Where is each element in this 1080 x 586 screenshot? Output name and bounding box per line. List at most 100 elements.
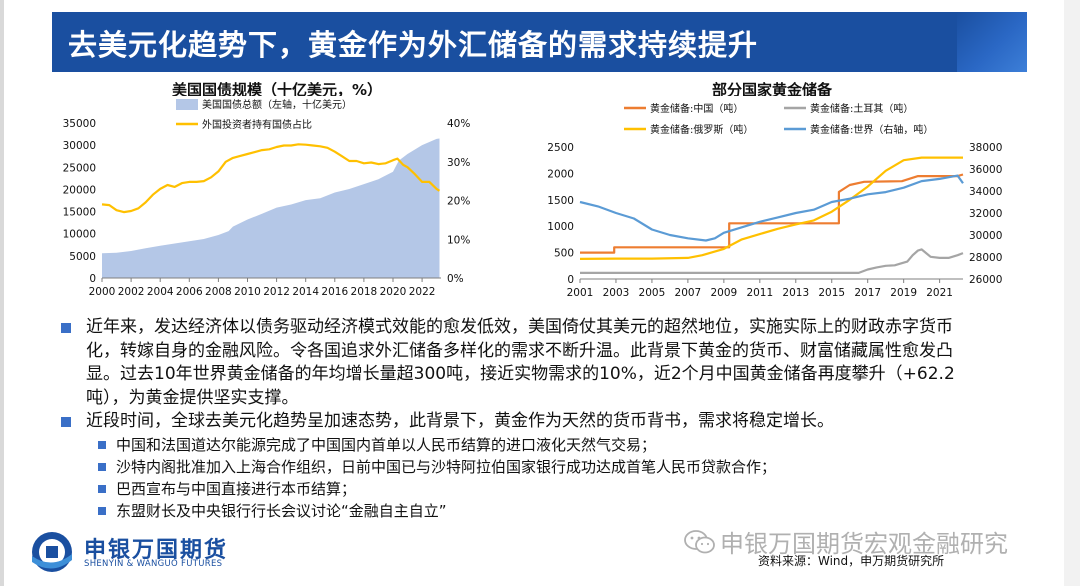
y-right-tick-label: 30000 xyxy=(969,230,1002,242)
logo-mark-icon xyxy=(32,532,72,572)
x-tick-label: 2004 xyxy=(147,286,174,298)
bullet-sub-text: 巴西宣布与中国直接进行本币结算； xyxy=(116,479,357,498)
x-tick-label: 2001 xyxy=(567,287,594,299)
right-scroll-edge xyxy=(1064,0,1080,586)
bullet-square-icon xyxy=(98,440,106,449)
y-left-tick-label: 20000 xyxy=(63,184,96,196)
bullet-list: 近年来，发达经济体以债务驱动经济模式效能的愈发低效，美国倚仗其美元的超然地位，实… xyxy=(58,316,978,522)
x-tick-label: 2021 xyxy=(926,287,953,299)
source-note: 资料来源：Wind，申万期货研究所 xyxy=(758,554,945,568)
gold-reserves-chart: 2001 2003 2005 2007 2009 2011 2013 2015 2017 2019… xyxy=(542,96,1002,311)
x-tick-label: 2003 xyxy=(603,287,630,299)
legend-label-china: 黄金储备:中国（吨） xyxy=(650,102,743,115)
logo-text-cn: 申银万国期货 xyxy=(84,538,229,563)
watermark: 申银万国期货宏观金融研究 xyxy=(684,524,1008,559)
series-line-turkey xyxy=(580,248,964,274)
slide-title: 去美元化趋势下，黄金作为外汇储备的需求持续提升 xyxy=(68,28,759,62)
logo-text-en: SHENYIN & WANGUO FUTURES xyxy=(84,559,223,569)
series-area-debt_area xyxy=(102,138,440,278)
bullet-square-icon xyxy=(98,506,106,515)
title-banner: 去美元化趋势下，黄金作为外汇储备的需求持续提升 xyxy=(52,12,1027,72)
y-left-tick-label: 30000 xyxy=(63,140,96,152)
bullet-sub-text: 中国和法国道达尔能源完成了中国国内首单以人民币结算的进口液化天然气交易； xyxy=(116,435,657,454)
x-tick-label: 2007 xyxy=(675,287,702,299)
legend-label-turkey: 黄金储备:土耳其（吨） xyxy=(810,102,913,115)
legend-label-world: 黄金储备:世界（右轴，吨） xyxy=(810,123,933,136)
x-tick-label: 2020 xyxy=(380,286,407,298)
y-right-tick-label: 10% xyxy=(447,234,470,246)
chart2-legend: 黄金储备:中国（吨） 黄金储备:土耳其（吨） 黄金储备:俄罗斯（吨） 黄金储备:… xyxy=(624,102,933,136)
wechat-icon xyxy=(684,529,715,553)
x-tick-label: 2006 xyxy=(176,286,203,298)
x-tick-label: 2002 xyxy=(118,286,145,298)
bullet-sub: 中国和法国道达尔能源完成了中国国内首单以人民币结算的进口液化天然气交易； xyxy=(58,434,978,456)
y-right-tick-label: 36000 xyxy=(969,164,1002,176)
y-left-tick-label: 500 xyxy=(554,248,574,260)
y-left-tick-label: 2500 xyxy=(547,142,574,154)
x-tick-label: 2015 xyxy=(818,287,845,299)
x-tick-label: 2009 xyxy=(710,287,737,299)
x-tick-label: 2016 xyxy=(321,286,348,298)
bullet-main-1: 近年来，发达经济体以债务驱动经济模式效能的愈发低效，美国倚仗其美元的超然地位，实… xyxy=(58,316,978,410)
series-line-foreign_share xyxy=(101,143,441,214)
y-left-tick-label: 25000 xyxy=(63,162,96,174)
y-left-tick-label: 15000 xyxy=(63,207,96,219)
x-tick-label: 2019 xyxy=(890,287,917,299)
bullet-sub: 东盟财长及中央银行行长会议讨论“金融自主自立” xyxy=(58,500,978,522)
y-left-tick-label: 10000 xyxy=(63,229,96,241)
x-tick-label: 2011 xyxy=(746,287,773,299)
y-left-tick-label: 1000 xyxy=(547,221,574,233)
y-right-tick-label: 0% xyxy=(447,273,464,285)
y-right-tick-label: 20% xyxy=(447,196,470,208)
bullet-text: 近段时间，全球去美元化趋势呈加速态势，此背景下，黄金作为天然的货币背书，需求将稳… xyxy=(86,411,834,431)
left-edge xyxy=(0,0,4,586)
y-right-tick-label: 32000 xyxy=(969,208,1002,220)
x-tick-label: 2000 xyxy=(89,286,116,298)
x-tick-label: 2008 xyxy=(205,286,232,298)
bullet-main-2: 近段时间，全球去美元化趋势呈加速态势，此背景下，黄金作为天然的货币背书，需求将稳… xyxy=(58,410,978,434)
x-tick-label: 2010 xyxy=(234,286,261,298)
bullet-sub: 沙特内阁批准加入上海合作组织，日前中国已与沙特阿拉伯国家银行成功达成首笔人民币贷… xyxy=(58,456,978,478)
banner-stripe xyxy=(957,12,1027,72)
legend-label-debt: 美国国债总额（左轴，十亿美元） xyxy=(202,98,352,111)
bullet-sub-text: 东盟财长及中央银行行长会议讨论“金融自主自立” xyxy=(116,501,447,520)
legend-label-russia: 黄金储备:俄罗斯（吨） xyxy=(650,123,753,136)
bullet-sub-text: 沙特内阁批准加入上海合作组织，日前中国已与沙特阿拉伯国家银行成功达成首笔人民币贷… xyxy=(116,457,777,476)
y-left-tick-label: 0 xyxy=(89,273,96,285)
y-right-tick-label: 34000 xyxy=(969,186,1002,198)
x-tick-label: 2013 xyxy=(782,287,809,299)
legend-label-foreign-share: 外国投资者持有国债占比 xyxy=(202,118,312,131)
chart1-title: 美国国债规模（十亿美元，%） xyxy=(172,81,383,99)
legend-swatch-debt xyxy=(176,99,198,110)
chart2-background xyxy=(542,96,1002,311)
bullet-sub: 巴西宣布与中国直接进行本币结算； xyxy=(58,478,978,500)
series-line-russia xyxy=(579,156,963,260)
y-left-tick-label: 0 xyxy=(567,274,574,286)
bullet-text: 近年来，发达经济体以债务驱动经济模式效能的愈发低效，美国倚仗其美元的超然地位，实… xyxy=(86,317,955,408)
y-left-tick-label: 5000 xyxy=(69,251,96,263)
y-right-tick-label: 30% xyxy=(447,157,470,169)
y-right-tick-label: 26000 xyxy=(969,274,1002,286)
bullet-square-icon xyxy=(61,323,71,333)
chart1-legend: 美国国债总额（左轴，十亿美元） 外国投资者持有国债占比 xyxy=(176,98,352,131)
chart2-title: 部分国家黄金储备 xyxy=(712,81,833,99)
x-tick-label: 2014 xyxy=(292,286,319,298)
y-right-tick-label: 40% xyxy=(447,118,470,130)
y-right-tick-label: 28000 xyxy=(969,252,1002,264)
x-tick-label: 2018 xyxy=(351,286,378,298)
x-tick-label: 2012 xyxy=(263,286,290,298)
bullet-square-icon xyxy=(98,484,106,493)
company-logo: 申银万国期货 SHENYIN & WANGUO FUTURES xyxy=(30,530,240,574)
y-right-tick-label: 38000 xyxy=(969,142,1002,154)
x-tick-label: 2017 xyxy=(854,287,881,299)
watermark-text: 申银万国期货宏观金融研究 xyxy=(720,530,1008,558)
bullet-square-icon xyxy=(98,462,106,471)
y-left-tick-label: 35000 xyxy=(63,118,96,130)
x-tick-label: 2022 xyxy=(409,286,436,298)
bullet-square-icon xyxy=(61,417,71,427)
y-left-tick-label: 2000 xyxy=(547,168,574,180)
series-line-world xyxy=(579,174,964,242)
y-left-tick-label: 1500 xyxy=(547,195,574,207)
x-tick-label: 2005 xyxy=(639,287,666,299)
